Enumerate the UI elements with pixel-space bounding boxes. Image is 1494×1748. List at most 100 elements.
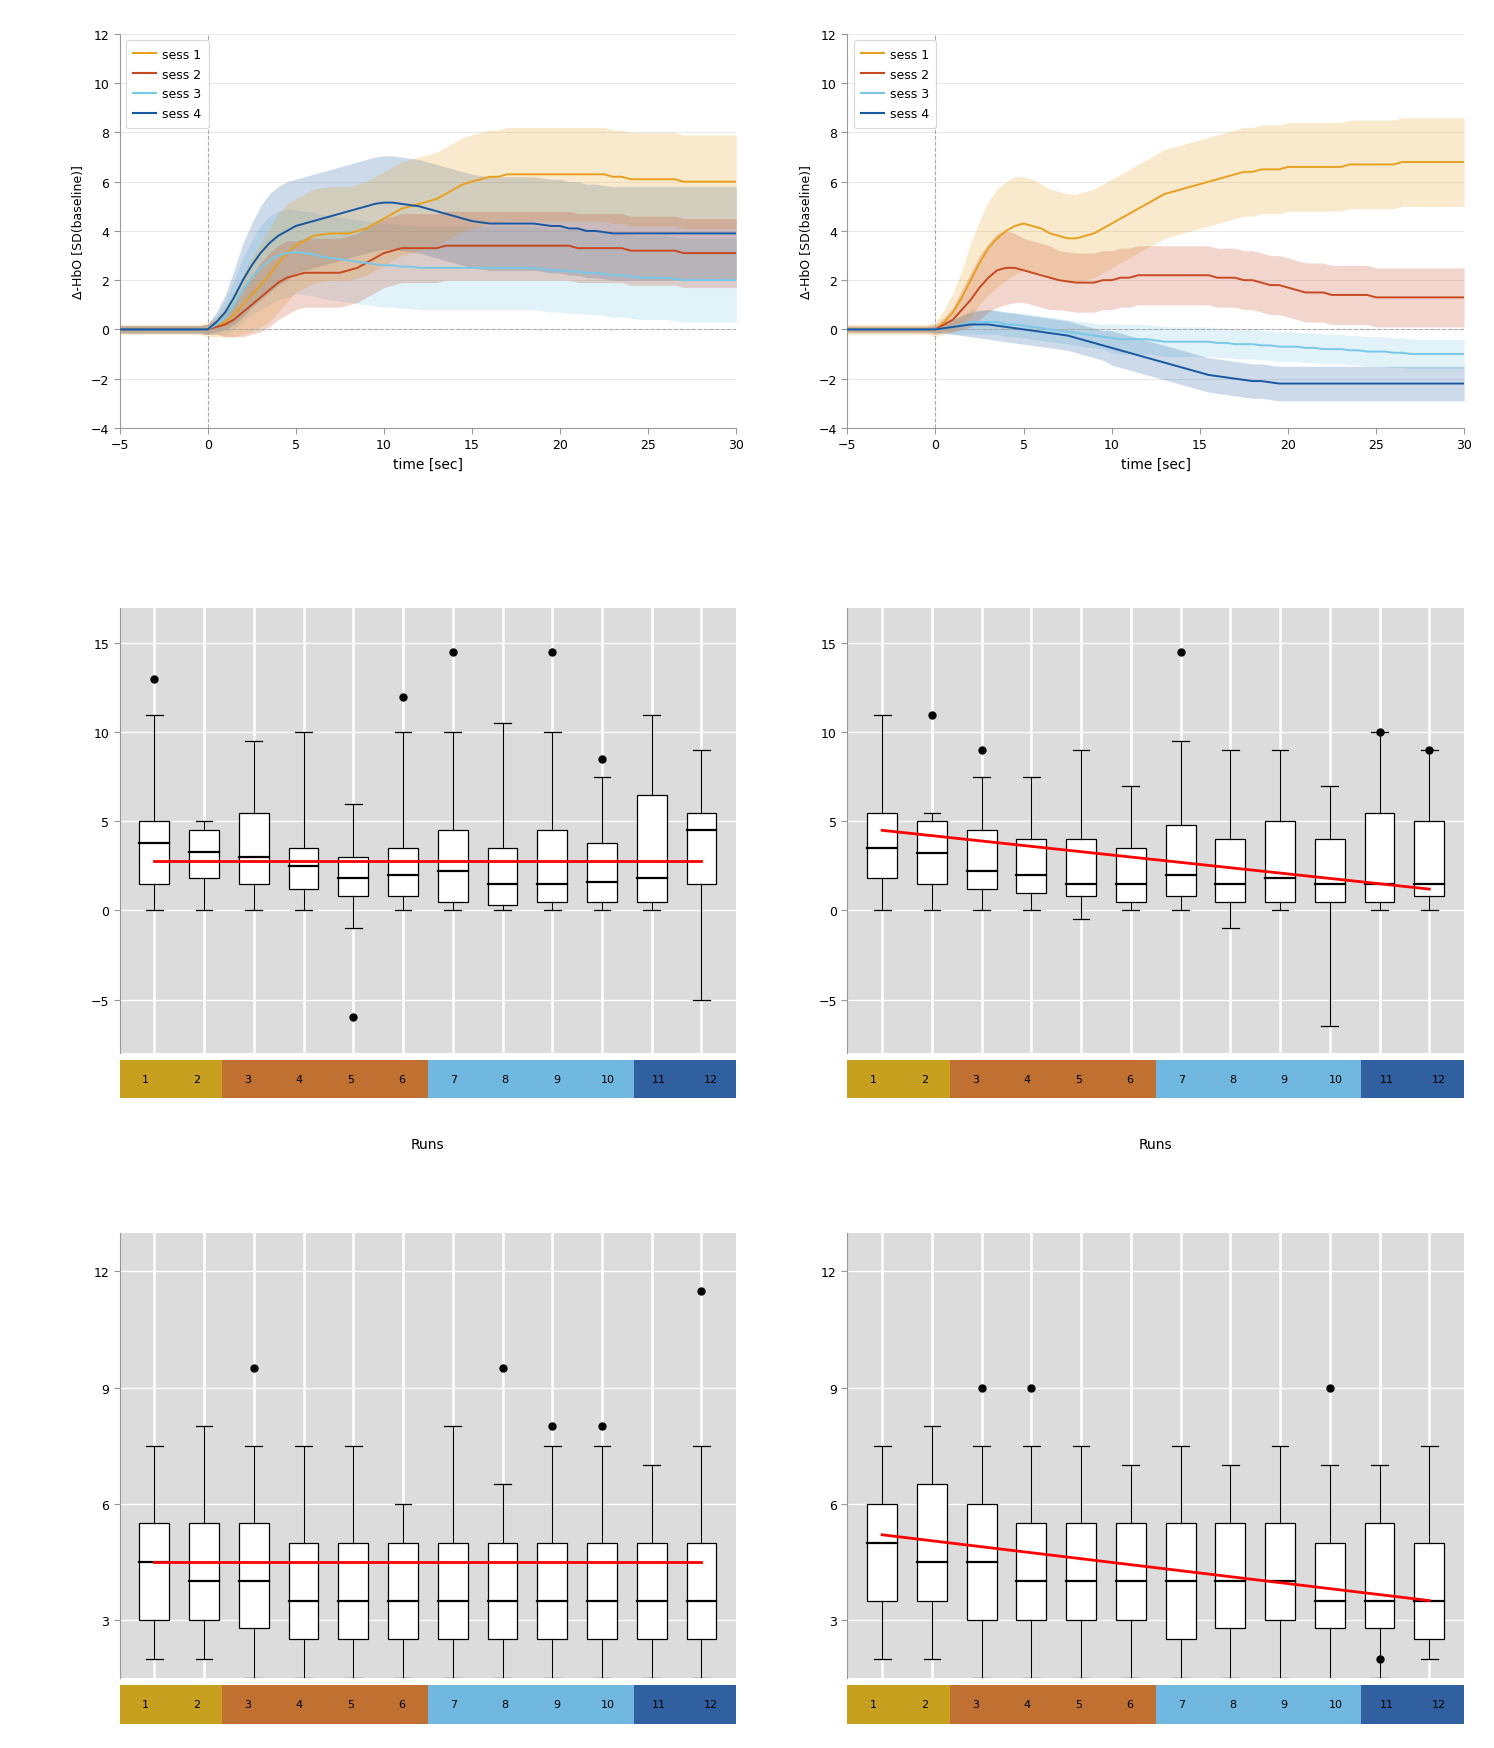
- Text: 5: 5: [1076, 1075, 1082, 1084]
- Bar: [917, 822, 947, 884]
- Text: 9: 9: [553, 1075, 560, 1084]
- Bar: [1315, 839, 1345, 902]
- Text: 3: 3: [973, 1075, 980, 1084]
- Text: 12: 12: [704, 1075, 717, 1084]
- Text: 1: 1: [142, 1075, 149, 1084]
- Text: 5: 5: [1076, 1699, 1082, 1710]
- Bar: [1216, 1523, 1246, 1627]
- Bar: [967, 830, 996, 890]
- Text: 2: 2: [193, 1075, 200, 1084]
- Y-axis label: Δ-HbO [SD(baseline)]: Δ-HbO [SD(baseline)]: [72, 164, 85, 299]
- Text: 10: 10: [1328, 1699, 1343, 1710]
- Text: 9: 9: [1280, 1699, 1288, 1710]
- Bar: [587, 843, 617, 902]
- Bar: [1116, 848, 1146, 902]
- Text: 2: 2: [193, 1699, 200, 1710]
- Legend: sess 1, sess 2, sess 3, sess 4: sess 1, sess 2, sess 3, sess 4: [125, 42, 209, 129]
- Text: Runs: Runs: [411, 1138, 445, 1152]
- Text: 7: 7: [450, 1699, 457, 1710]
- Text: 6: 6: [399, 1075, 406, 1084]
- X-axis label: time [sec]: time [sec]: [393, 458, 463, 472]
- Bar: [1067, 839, 1097, 897]
- Bar: [438, 1543, 468, 1640]
- Text: 3: 3: [973, 1699, 980, 1710]
- Text: 1: 1: [870, 1075, 877, 1084]
- Text: 8: 8: [502, 1075, 508, 1084]
- Bar: [139, 822, 169, 884]
- Bar: [1116, 1523, 1146, 1620]
- Text: 7: 7: [1177, 1699, 1185, 1710]
- Bar: [1364, 813, 1394, 902]
- Bar: [1216, 839, 1246, 902]
- Bar: [288, 1543, 318, 1640]
- Text: 1: 1: [870, 1699, 877, 1710]
- Text: 10: 10: [601, 1075, 616, 1084]
- Bar: [1016, 1523, 1046, 1620]
- Text: 2: 2: [920, 1075, 928, 1084]
- Bar: [917, 1484, 947, 1601]
- Bar: [338, 858, 368, 897]
- Bar: [190, 1523, 220, 1620]
- Bar: [1315, 1543, 1345, 1627]
- Text: 4: 4: [296, 1699, 303, 1710]
- X-axis label: time [sec]: time [sec]: [1120, 458, 1191, 472]
- Bar: [1364, 1523, 1394, 1627]
- Text: 8: 8: [1230, 1075, 1237, 1084]
- Text: 4: 4: [1023, 1075, 1031, 1084]
- Bar: [388, 848, 418, 897]
- Bar: [1165, 825, 1195, 897]
- Bar: [190, 830, 220, 879]
- Text: 6: 6: [1126, 1075, 1134, 1084]
- Text: Runs: Runs: [1138, 1138, 1173, 1152]
- Text: 4: 4: [296, 1075, 303, 1084]
- Text: 10: 10: [1328, 1075, 1343, 1084]
- Bar: [338, 1543, 368, 1640]
- Bar: [139, 1523, 169, 1620]
- Bar: [388, 1543, 418, 1640]
- Y-axis label: Δ-HbO [SD(baseline)]: Δ-HbO [SD(baseline)]: [799, 164, 813, 299]
- Text: 5: 5: [347, 1699, 354, 1710]
- Bar: [1265, 822, 1295, 902]
- Text: 7: 7: [450, 1075, 457, 1084]
- Text: 11: 11: [1380, 1075, 1394, 1084]
- Bar: [636, 1543, 666, 1640]
- Bar: [288, 848, 318, 890]
- Bar: [1016, 839, 1046, 893]
- Bar: [1415, 1543, 1445, 1640]
- Bar: [587, 1543, 617, 1640]
- Text: 1: 1: [142, 1699, 149, 1710]
- Bar: [239, 813, 269, 884]
- Text: 2: 2: [920, 1699, 928, 1710]
- Bar: [1165, 1523, 1195, 1640]
- Bar: [867, 1503, 896, 1601]
- Text: 3: 3: [245, 1075, 251, 1084]
- Legend: sess 1, sess 2, sess 3, sess 4: sess 1, sess 2, sess 3, sess 4: [853, 42, 937, 129]
- Bar: [687, 1543, 717, 1640]
- Bar: [538, 830, 568, 902]
- Bar: [438, 830, 468, 902]
- Text: 6: 6: [1126, 1699, 1134, 1710]
- Text: 12: 12: [704, 1699, 717, 1710]
- Text: 11: 11: [653, 1075, 666, 1084]
- Text: 7: 7: [1177, 1075, 1185, 1084]
- Text: 10: 10: [601, 1699, 616, 1710]
- Bar: [1067, 1523, 1097, 1620]
- Bar: [967, 1503, 996, 1620]
- Text: 9: 9: [553, 1699, 560, 1710]
- Text: 8: 8: [502, 1699, 508, 1710]
- Bar: [1265, 1523, 1295, 1620]
- Text: 8: 8: [1230, 1699, 1237, 1710]
- Bar: [867, 813, 896, 879]
- Bar: [636, 795, 666, 902]
- Bar: [487, 1543, 517, 1640]
- Text: 11: 11: [653, 1699, 666, 1710]
- Bar: [687, 813, 717, 884]
- Bar: [538, 1543, 568, 1640]
- Text: 5: 5: [347, 1075, 354, 1084]
- Text: 11: 11: [1380, 1699, 1394, 1710]
- Text: 12: 12: [1431, 1699, 1446, 1710]
- Bar: [239, 1523, 269, 1627]
- Bar: [1415, 822, 1445, 897]
- Bar: [487, 848, 517, 905]
- Text: 4: 4: [1023, 1699, 1031, 1710]
